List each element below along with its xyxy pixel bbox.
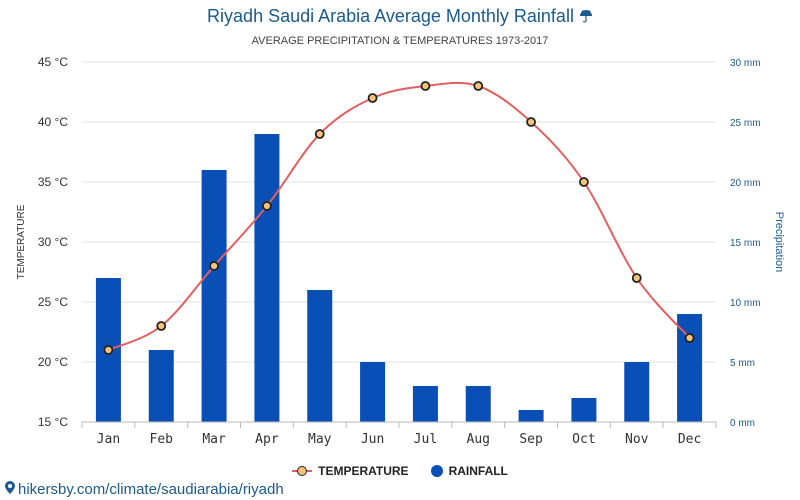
y-left-tick-label: 20 °C xyxy=(38,355,68,369)
x-tick-label: Feb xyxy=(150,432,174,447)
rainfall-marker-icon xyxy=(430,465,443,477)
rainfall-bar[interactable] xyxy=(307,290,333,422)
legend-rainfall[interactable]: RAINFALL xyxy=(430,464,508,478)
y-right-tick-label: 25 mm xyxy=(730,118,761,129)
x-tick-label: Nov xyxy=(625,432,649,447)
rainfall-bar[interactable] xyxy=(677,314,703,422)
location-pin-icon xyxy=(4,480,16,499)
x-tick-label: Jun xyxy=(361,432,384,447)
x-tick-label: Jul xyxy=(414,432,437,447)
temperature-point[interactable] xyxy=(631,273,642,283)
y-left-tick-label: 35 °C xyxy=(38,175,68,189)
y-right-tick-label: 5 mm xyxy=(730,358,755,369)
x-tick-label: May xyxy=(308,432,332,447)
rainfall-bar[interactable] xyxy=(465,386,491,422)
temperature-points xyxy=(103,81,695,355)
source-link[interactable]: hikersby.com/climate/saudiarabia/riyadh xyxy=(4,480,284,499)
temperature-line-path xyxy=(108,81,691,351)
rainfall-bar[interactable] xyxy=(412,386,438,422)
temperature-point[interactable] xyxy=(420,81,431,91)
rainfall-bar[interactable] xyxy=(254,134,280,422)
temperature-line xyxy=(108,81,691,351)
y-right-tick-label: 15 mm xyxy=(730,238,761,249)
legend-temperature[interactable]: TEMPERATURE xyxy=(292,464,409,478)
legend-temperature-label: TEMPERATURE xyxy=(318,464,409,478)
grid-lines xyxy=(82,61,716,423)
rainfall-bar[interactable] xyxy=(148,350,174,422)
temperature-point[interactable] xyxy=(209,261,219,271)
y-left-tick-label: 45 °C xyxy=(38,55,68,69)
y-right-tick-label: 30 mm xyxy=(730,58,761,69)
x-tick-label: Dec xyxy=(678,432,701,447)
temperature-point[interactable] xyxy=(526,117,536,127)
x-tick-label: Oct xyxy=(572,432,595,447)
y-right-tick-label: 20 mm xyxy=(730,178,761,189)
y-right-axis-title: Precipitation xyxy=(773,212,785,273)
x-tick-label: Apr xyxy=(255,432,279,447)
x-tick-label: Sep xyxy=(519,432,543,447)
temperature-marker-icon xyxy=(292,465,313,477)
rainfall-bar[interactable] xyxy=(624,362,650,422)
rainfall-temperature-chart: 15 °C 20 °C 25 °C 30 °C 35 °C 40 °C 45 °C 0 mm 5… xyxy=(16,55,785,447)
source-url: hikersby.com/climate/saudiarabia/riyadh xyxy=(18,481,284,498)
rainfall-bar[interactable] xyxy=(360,362,386,422)
x-tick-label: Mar xyxy=(202,432,226,447)
chart-title: Riyadh Saudi Arabia Average Monthly Rain… xyxy=(0,6,800,27)
temperature-point[interactable] xyxy=(314,129,325,139)
umbrella-icon xyxy=(579,6,593,26)
legend: TEMPERATURE RAINFALL xyxy=(0,464,800,478)
y-left-axis-title: TEMPERATURE xyxy=(16,204,27,279)
rainfall-bar[interactable] xyxy=(201,170,227,422)
x-tick-label: Aug xyxy=(467,432,490,447)
legend-rainfall-label: RAINFALL xyxy=(448,464,508,478)
temperature-point[interactable] xyxy=(684,333,695,343)
rainfall-bar[interactable] xyxy=(518,410,544,422)
temperature-point[interactable] xyxy=(473,81,484,91)
temperature-point[interactable] xyxy=(367,93,378,103)
y-left-tick-label: 25 °C xyxy=(38,295,68,309)
y-right-tick-label: 0 mm xyxy=(730,418,755,429)
temperature-point[interactable] xyxy=(579,177,589,187)
chart-subtitle: AVERAGE PRECIPITATION & TEMPERATURES 197… xyxy=(251,35,549,47)
axes: 15 °C 20 °C 25 °C 30 °C 35 °C 40 °C 45 °C 0 mm 5… xyxy=(16,55,785,447)
y-right-tick-label: 10 mm xyxy=(730,298,761,309)
rainfall-bar[interactable] xyxy=(571,398,597,422)
y-left-tick-label: 15 °C xyxy=(38,415,68,429)
x-tick-label: Jan xyxy=(97,432,120,447)
temperature-point[interactable] xyxy=(262,201,272,211)
temperature-point[interactable] xyxy=(103,345,114,355)
y-left-tick-label: 30 °C xyxy=(38,235,68,249)
temperature-point[interactable] xyxy=(156,321,167,331)
y-left-tick-label: 40 °C xyxy=(38,115,68,129)
rainfall-bars xyxy=(95,134,703,422)
chart-title-text: Riyadh Saudi Arabia Average Monthly Rain… xyxy=(207,6,574,26)
